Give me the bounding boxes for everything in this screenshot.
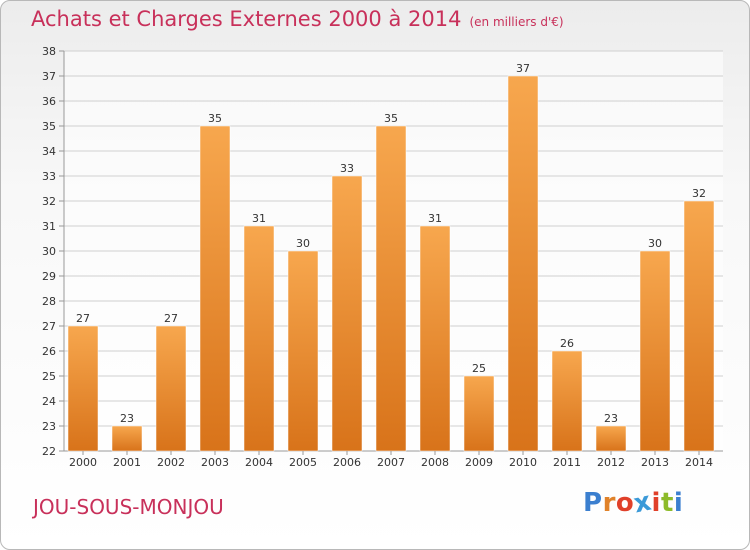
x-tick-label-2000: 2000 <box>69 456 97 469</box>
x-tick-label-2014: 2014 <box>685 456 713 469</box>
data-label-2012: 23 <box>604 412 618 425</box>
data-label-2002: 27 <box>164 312 178 325</box>
bar-2011 <box>551 350 583 452</box>
y-tick-label: 22 <box>42 445 56 458</box>
bar-2008 <box>419 225 451 452</box>
bar-2013 <box>639 250 671 452</box>
bar-2014 <box>683 200 715 452</box>
y-tick-label: 26 <box>42 345 56 358</box>
data-label-2011: 26 <box>560 337 574 350</box>
y-tick-label: 38 <box>42 45 56 58</box>
bar-2000 <box>67 325 99 452</box>
bar-2002 <box>155 325 187 452</box>
y-tick-label: 28 <box>42 295 56 308</box>
data-label-2007: 35 <box>384 112 398 125</box>
chart-title: Achats et Charges Externes 2000 à 2014 (e… <box>31 7 564 31</box>
bar-2003 <box>199 125 231 452</box>
x-tick-label-2007: 2007 <box>377 456 405 469</box>
x-tick-label-2010: 2010 <box>509 456 537 469</box>
commune-name: JOU-SOUS-MONJOU <box>33 495 224 519</box>
bar-2006 <box>331 175 363 452</box>
data-label-2010: 37 <box>516 62 530 75</box>
bar-2009 <box>463 375 495 452</box>
logo-letter: i <box>651 488 661 518</box>
data-label-2003: 35 <box>208 112 222 125</box>
data-label-2006: 33 <box>340 162 354 175</box>
y-tick-label: 31 <box>42 220 56 233</box>
x-tick-label-2011: 2011 <box>553 456 581 469</box>
chart-title-text: Achats et Charges Externes 2000 à 2014 <box>31 7 462 31</box>
x-tick-label-2012: 2012 <box>597 456 625 469</box>
chart-subtitle: (en milliers d'€) <box>469 15 564 29</box>
bar-2004 <box>243 225 275 452</box>
y-tick-label: 36 <box>42 95 56 108</box>
logo-letter: t <box>660 488 674 518</box>
logo-letter: P <box>583 488 603 518</box>
y-tick-label: 23 <box>42 420 56 433</box>
data-label-2001: 23 <box>120 412 134 425</box>
y-tick-label: 27 <box>42 320 56 333</box>
x-tick-label-2008: 2008 <box>421 456 449 469</box>
bar-2010 <box>507 75 539 452</box>
logo-letter: o <box>615 488 635 518</box>
y-tick-label: 25 <box>42 370 56 383</box>
bar-2012 <box>595 425 627 452</box>
data-label-2000: 27 <box>76 312 90 325</box>
data-label-2014: 32 <box>692 187 706 200</box>
y-tick-label: 24 <box>42 395 56 408</box>
proxiti-logo: Proxiti <box>583 487 684 520</box>
bar-2001 <box>111 425 143 452</box>
bar-2007 <box>375 125 407 452</box>
x-tick-label-2009: 2009 <box>465 456 493 469</box>
y-tick-label: 33 <box>42 170 56 183</box>
logo-letter: i <box>673 488 684 518</box>
data-label-2004: 31 <box>252 212 266 225</box>
bar-2005 <box>287 250 319 452</box>
x-tick-label-2004: 2004 <box>245 456 273 469</box>
x-tick-label-2013: 2013 <box>641 456 669 469</box>
y-tick-label: 35 <box>42 120 56 133</box>
x-tick-label-2005: 2005 <box>289 456 317 469</box>
data-label-2005: 30 <box>296 237 310 250</box>
data-label-2009: 25 <box>472 362 486 375</box>
x-tick-label-2002: 2002 <box>157 456 185 469</box>
x-tick-label-2006: 2006 <box>333 456 361 469</box>
y-tick-label: 37 <box>42 70 56 83</box>
y-tick-label: 30 <box>42 245 56 258</box>
logo-letter: r <box>602 488 616 518</box>
data-label-2008: 31 <box>428 212 442 225</box>
y-tick-label: 32 <box>42 195 56 208</box>
y-tick-label: 34 <box>42 145 56 158</box>
x-tick-label-2001: 2001 <box>113 456 141 469</box>
x-tick-label-2003: 2003 <box>201 456 229 469</box>
data-label-2013: 30 <box>648 237 662 250</box>
y-tick-label: 29 <box>42 270 56 283</box>
